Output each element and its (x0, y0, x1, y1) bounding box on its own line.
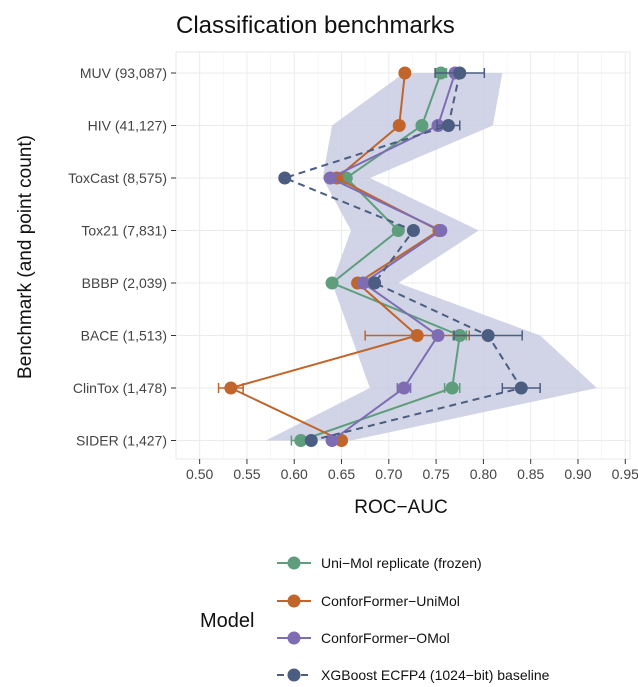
data-point (224, 381, 238, 395)
data-point (410, 329, 424, 342)
y-tick-label: MUV (93,087) (80, 65, 167, 81)
x-tick-label: 0.65 (328, 466, 355, 482)
data-point (434, 224, 448, 237)
series-line (281, 72, 523, 442)
series-line (300, 72, 461, 442)
data-point (453, 66, 467, 80)
data-point (431, 329, 445, 342)
legend-label: ConforFormer−UniMol (321, 593, 460, 609)
y-axis-title: Benchmark (and point count) (15, 135, 36, 379)
legend-marker (287, 594, 301, 608)
series-2 (323, 66, 462, 447)
legend-marker (287, 631, 301, 645)
y-tick-label: Tox21 (7,831) (81, 223, 167, 239)
y-tick-label: ToxCast (8,575) (68, 170, 167, 186)
series-group (217, 66, 541, 447)
series-1 (217, 66, 470, 447)
data-point (335, 434, 349, 447)
y-tick-label: BBBP (2,039) (82, 275, 167, 291)
x-tick-label: 0.60 (281, 466, 308, 482)
legend-item: Uni−Mol replicate (frozen) (277, 555, 482, 571)
y-tick-label: SIDER (1,427) (76, 433, 167, 449)
data-point (325, 434, 339, 447)
data-point (304, 434, 318, 447)
legend-item: ConforFormer−UniMol (277, 593, 460, 609)
x-tick-label: 0.80 (470, 466, 497, 482)
x-tick-label: 0.90 (564, 466, 591, 482)
legend-label: Uni−Mol replicate (frozen) (321, 555, 482, 571)
data-point (391, 224, 405, 237)
x-tick-label: 0.75 (422, 466, 449, 482)
data-point (481, 329, 495, 342)
data-point (325, 276, 339, 290)
x-tick-label: 0.95 (612, 466, 638, 482)
legend: Uni−Mol replicate (frozen) ConforFormer−U… (277, 555, 550, 683)
data-point (514, 381, 528, 395)
data-point (392, 119, 406, 132)
y-tick-label: HIV (41,127) (88, 118, 167, 134)
x-tick-label: 0.55 (233, 466, 260, 482)
variance-band (265, 73, 597, 441)
data-point (441, 119, 455, 132)
data-point (278, 171, 292, 185)
x-tick-label: 0.50 (186, 466, 213, 482)
legend-marker (287, 668, 301, 682)
y-tick-label: ClinTox (1,478) (73, 380, 167, 396)
data-point (445, 381, 459, 395)
y-tick-labels: MUV (93,087) HIV (41,127) ToxCast (8,575) T… (68, 65, 176, 449)
series-3 (278, 66, 541, 447)
data-point (323, 171, 337, 185)
series-line (327, 72, 456, 442)
chart-title: Classification benchmarks (176, 12, 455, 39)
y-tick-label: BACE (1,513) (81, 328, 167, 344)
legend-label: XGBoost ECFP4 (1024−bit) baseline (321, 667, 550, 683)
legend-title: Model (200, 610, 254, 632)
x-tick-labels: 0.50 0.55 0.60 0.65 0.70 0.75 0.80 0.85 0.90 0.95 (186, 459, 638, 482)
data-point (368, 276, 382, 290)
x-tick-label: 0.85 (517, 466, 544, 482)
data-point (294, 434, 308, 447)
data-point (415, 119, 429, 132)
data-point (406, 224, 420, 237)
legend-item: XGBoost ECFP4 (1024−bit) baseline (277, 667, 550, 683)
data-point (397, 381, 411, 395)
x-tick-label: 0.70 (375, 466, 402, 482)
band-polygon (265, 73, 597, 441)
legend-marker (287, 556, 301, 570)
series-line (228, 72, 441, 442)
x-axis-title: ROC−AUC (354, 497, 447, 518)
legend-item: ConforFormer−OMol (277, 630, 450, 646)
legend-label: ConforFormer−OMol (321, 630, 450, 646)
data-point (356, 276, 370, 290)
data-point (398, 66, 412, 80)
